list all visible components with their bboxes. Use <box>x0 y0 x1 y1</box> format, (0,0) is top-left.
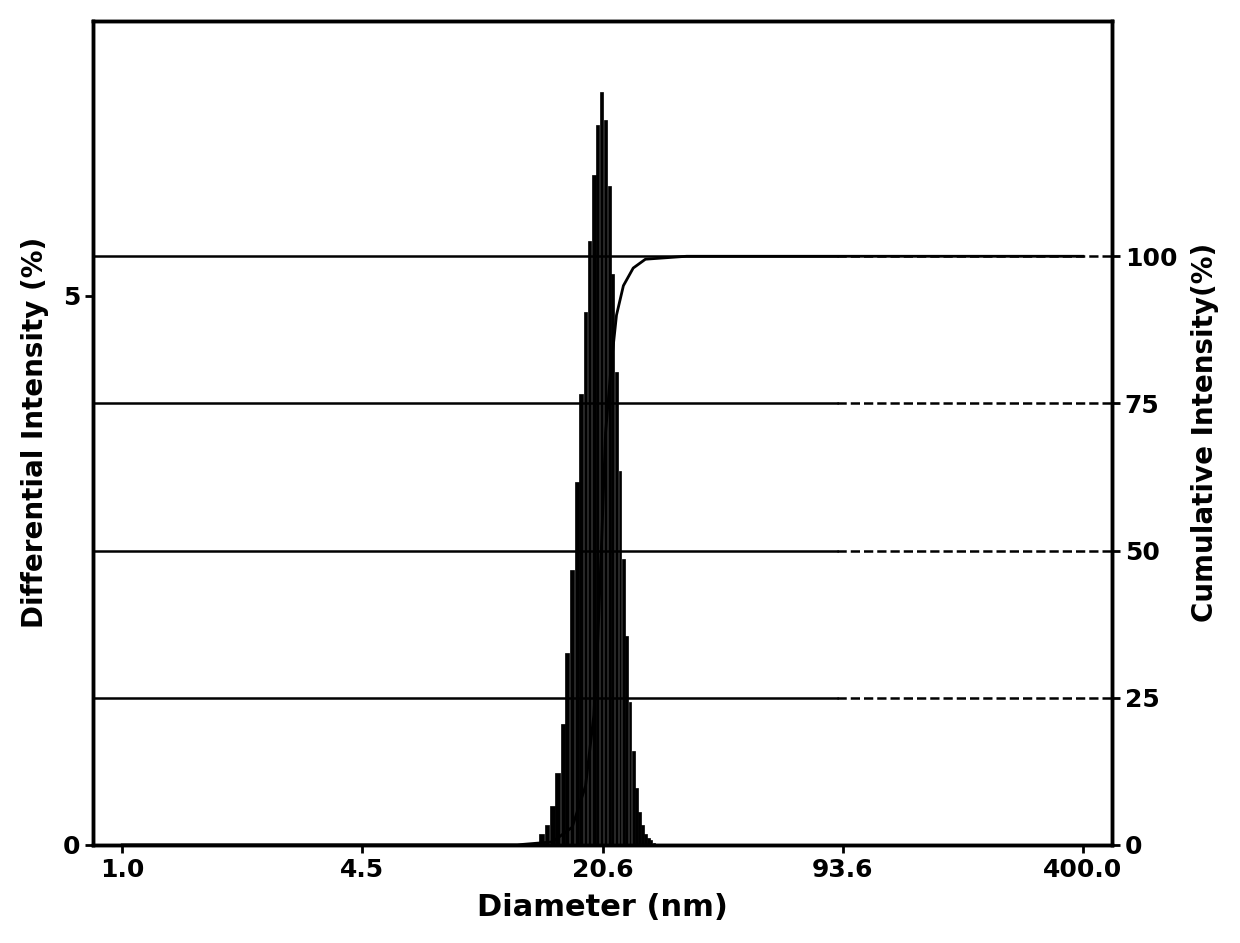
Bar <box>596 125 599 845</box>
Bar <box>611 273 615 845</box>
Bar <box>604 120 608 845</box>
Bar <box>575 482 579 845</box>
Bar <box>551 806 554 845</box>
Bar <box>560 724 564 845</box>
Bar <box>544 825 549 845</box>
Bar <box>650 840 652 845</box>
Bar <box>588 240 591 845</box>
Bar <box>639 812 641 845</box>
Bar <box>579 394 583 845</box>
Bar <box>652 843 655 845</box>
Bar <box>556 773 559 845</box>
Bar <box>600 92 604 845</box>
Bar <box>619 472 621 845</box>
Bar <box>608 186 611 845</box>
Bar <box>647 838 650 845</box>
Bar <box>625 637 629 845</box>
Bar <box>539 834 544 845</box>
Bar <box>632 752 635 845</box>
X-axis label: Diameter (nm): Diameter (nm) <box>477 893 728 922</box>
Bar <box>570 571 574 845</box>
Y-axis label: Cumulative Intensity(%): Cumulative Intensity(%) <box>1192 243 1219 622</box>
Bar <box>593 174 595 845</box>
Bar <box>656 844 658 845</box>
Bar <box>584 312 588 845</box>
Bar <box>615 372 618 845</box>
Bar <box>622 559 625 845</box>
Bar <box>641 825 644 845</box>
Y-axis label: Differential Intensity (%): Differential Intensity (%) <box>21 238 48 628</box>
Bar <box>629 702 631 845</box>
Bar <box>565 653 569 845</box>
Bar <box>635 787 637 845</box>
Bar <box>645 834 646 845</box>
